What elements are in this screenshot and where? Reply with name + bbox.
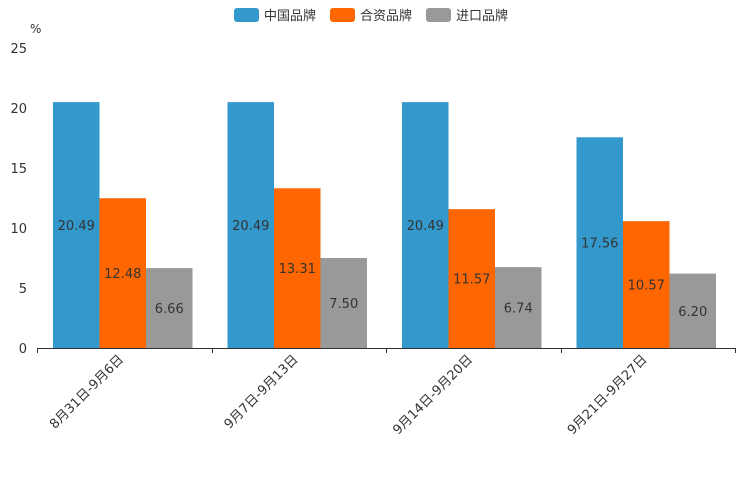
bar: [495, 267, 542, 348]
data-label: 10.57: [628, 279, 665, 294]
legend-swatch[interactable]: [426, 8, 451, 22]
bar: [669, 273, 716, 348]
y-axis: 0 5 10 15 20 25: [10, 42, 27, 357]
x-tick-label: 9月21日-9月27日: [565, 352, 651, 438]
bar: [274, 188, 321, 348]
x-axis: 8月31日-9月6日 9月7日-9月13日 9月14日-9月20日 9月21日-9月2…: [37, 348, 736, 438]
legend-swatch[interactable]: [330, 8, 355, 22]
legend: 中国品牌 合资品牌 进口品牌: [234, 8, 508, 24]
y-tick-label: 5: [19, 282, 27, 297]
bar: [146, 268, 193, 348]
data-label: 20.49: [58, 219, 95, 234]
x-tick-label: 9月14日-9月20日: [390, 352, 476, 438]
bar: [448, 209, 495, 348]
data-label: 7.50: [329, 297, 358, 312]
x-tick-label: 8月31日-9月6日: [47, 352, 127, 432]
bar: [227, 102, 274, 349]
y-tick-label: 15: [10, 162, 27, 177]
y-tick-label: 0: [19, 342, 27, 357]
legend-label[interactable]: 进口品牌: [456, 8, 508, 24]
data-labels: 20.49 12.48 6.66 20.49 13.31 7.50 20.49 11.57 6.…: [58, 219, 708, 320]
data-label: 6.74: [504, 302, 533, 317]
data-label: 20.49: [232, 219, 269, 234]
data-label: 11.57: [453, 273, 490, 288]
data-label: 6.66: [155, 302, 184, 317]
bar: [99, 198, 146, 348]
y-unit-label: %: [30, 22, 41, 36]
y-tick-label: 25: [10, 42, 27, 57]
bars: [53, 102, 716, 349]
x-tick-label: 9月7日-9月13日: [222, 352, 302, 432]
bar: [623, 221, 670, 348]
data-label: 13.31: [279, 262, 316, 277]
legend-swatch[interactable]: [234, 8, 259, 22]
y-tick-label: 10: [10, 222, 27, 237]
y-tick-label: 20: [10, 102, 27, 117]
data-label: 6.20: [678, 305, 707, 320]
legend-label[interactable]: 中国品牌: [264, 8, 316, 24]
bar: [402, 102, 449, 349]
data-label: 17.56: [581, 237, 618, 252]
bar: [320, 258, 367, 348]
bar: [576, 137, 623, 348]
bar: [53, 102, 100, 349]
data-label: 12.48: [104, 267, 141, 282]
data-label: 20.49: [407, 219, 444, 234]
legend-label[interactable]: 合资品牌: [360, 8, 412, 24]
